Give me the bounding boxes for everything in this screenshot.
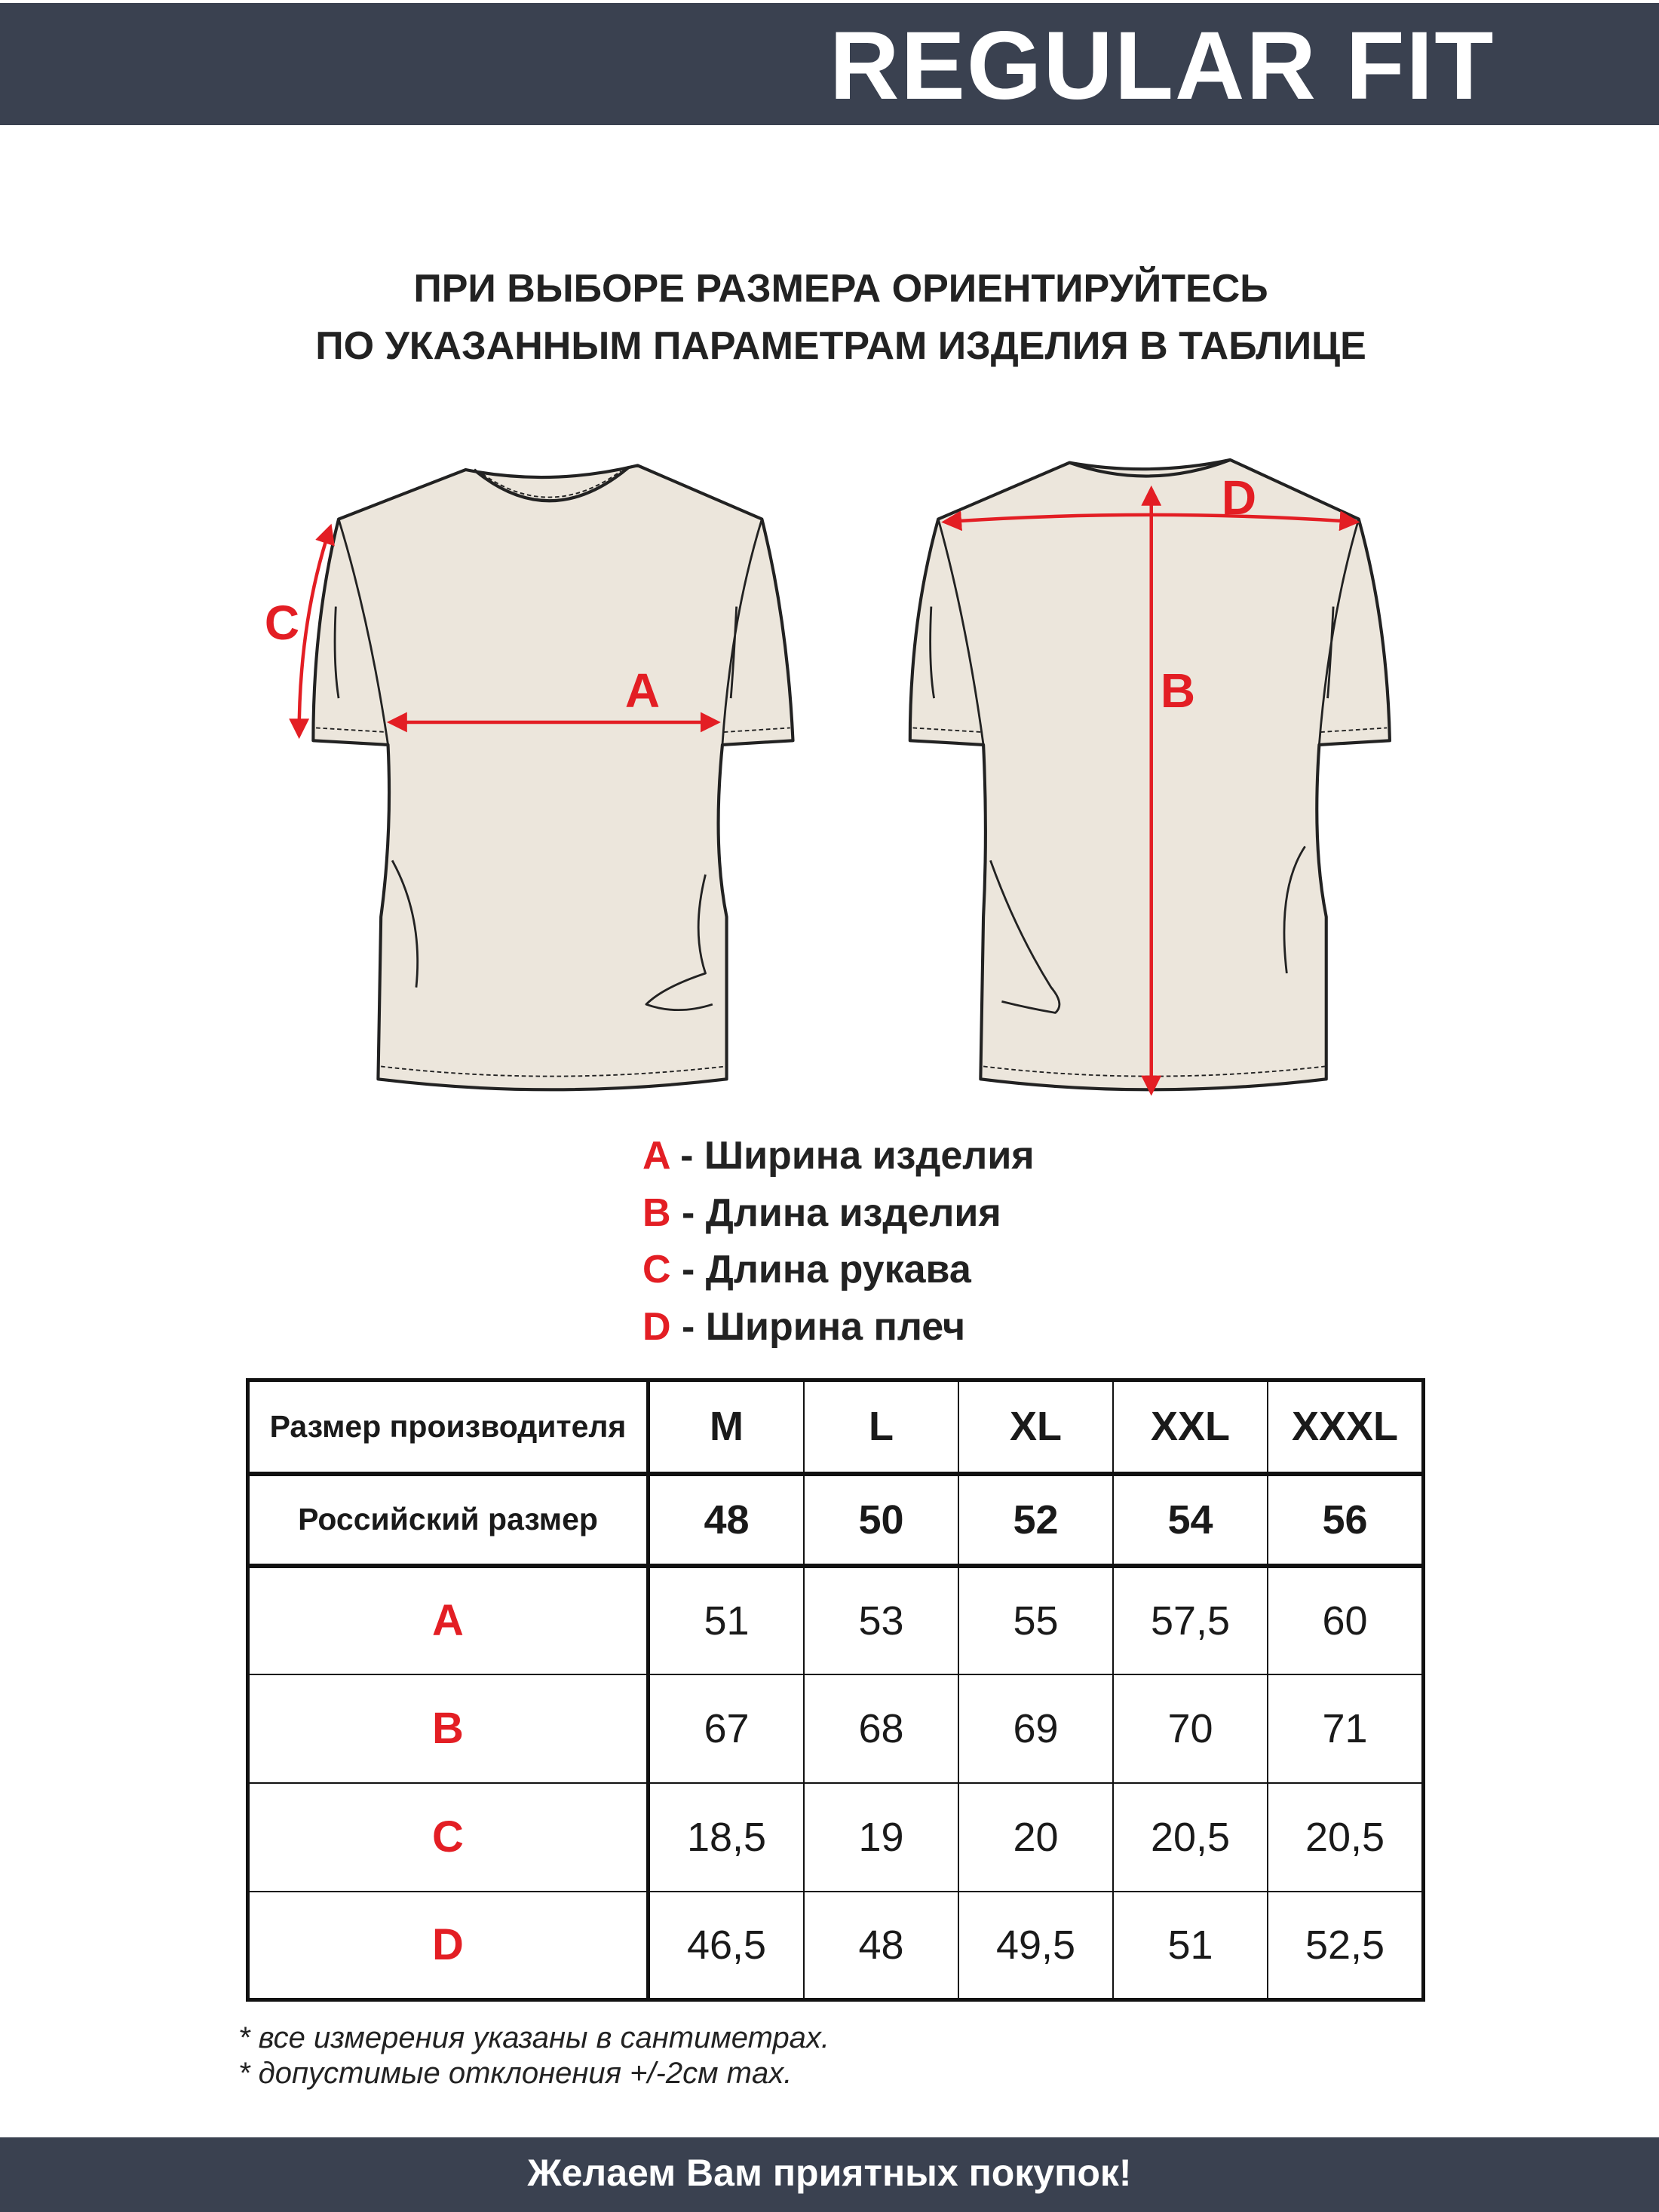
value-cell: 51 bbox=[647, 1564, 805, 1675]
table-row: Размер производителя M L XL XXL XXXL bbox=[247, 1379, 1424, 1476]
value-cell: 52,5 bbox=[1267, 1890, 1424, 2001]
front-shirt bbox=[311, 464, 795, 1092]
fit-title: REGULAR FIT bbox=[830, 12, 1495, 120]
value-cell: 70 bbox=[1112, 1673, 1268, 1784]
size-cell: XXL bbox=[1112, 1379, 1268, 1476]
value-cell: 60 bbox=[1267, 1564, 1424, 1675]
size-table: Размер производителя M L XL XXL XXXL Рос… bbox=[246, 1378, 1425, 2002]
value-cell: 20,5 bbox=[1112, 1782, 1268, 1892]
size-cell: XL bbox=[958, 1379, 1114, 1476]
label-a: A bbox=[625, 663, 660, 718]
value-cell: 55 bbox=[958, 1564, 1114, 1675]
size-cell: L bbox=[803, 1379, 959, 1476]
table-row: D 46,5 48 49,5 51 52,5 bbox=[247, 1890, 1424, 2001]
table-row: C 18,5 19 20 20,5 20,5 bbox=[247, 1782, 1424, 1892]
heading-line-2: ПО УКАЗАННЫМ ПАРАМЕТРАМ ИЗДЕЛИЯ В ТАБЛИЦ… bbox=[315, 324, 1366, 368]
label-b: B bbox=[1161, 663, 1195, 718]
value-cell: 57,5 bbox=[1112, 1564, 1268, 1675]
row-key: D bbox=[247, 1890, 650, 2001]
size-cell: M bbox=[647, 1379, 805, 1476]
measure-d-arrow bbox=[941, 510, 1360, 532]
table-row: B 67 68 69 70 71 bbox=[247, 1673, 1424, 1784]
footer-message: Желаем Вам приятных покупок! bbox=[527, 2152, 1132, 2194]
measure-c-arrow bbox=[289, 523, 335, 740]
value-cell: 46,5 bbox=[647, 1890, 805, 2001]
row-key: A bbox=[247, 1564, 650, 1675]
value-cell: 71 bbox=[1267, 1673, 1424, 1784]
table-row: A 51 53 55 57,5 60 bbox=[247, 1564, 1424, 1675]
value-cell: 49,5 bbox=[958, 1890, 1114, 2001]
tshirt-diagram: A B C D bbox=[265, 458, 1391, 1096]
size-cell: XXXL bbox=[1267, 1379, 1424, 1476]
value-cell: 53 bbox=[803, 1564, 959, 1675]
value-cell: 69 bbox=[958, 1673, 1114, 1784]
measurement-legend: A - Ширина изделия B - Длина изделия C -… bbox=[642, 1128, 1035, 1356]
row-key: C bbox=[247, 1782, 650, 1892]
heading-line-1: ПРИ ВЫБОРЕ РАЗМЕРА ОРИЕНТИРУЙТЕСЬ bbox=[413, 267, 1268, 311]
table-row: Российский размер 48 50 52 54 56 bbox=[247, 1472, 1424, 1568]
row-key: B bbox=[247, 1673, 650, 1784]
footer-bar bbox=[0, 2137, 1659, 2212]
footnote: * все измерения указаны в сантиметрах. bbox=[238, 2021, 830, 2054]
footnote: * допустимые отклонения +/-2см max. bbox=[238, 2057, 793, 2090]
label-c: C bbox=[265, 596, 299, 650]
header-label: Размер производителя bbox=[247, 1379, 650, 1476]
instruction-heading: ПРИ ВЫБОРЕ РАЗМЕРА ОРИЕНТИРУЙТЕСЬ ПО УКА… bbox=[0, 260, 1659, 375]
footnotes: * все измерения указаны в сантиметрах. *… bbox=[238, 2021, 830, 2091]
legend-item: D - Ширина плеч bbox=[642, 1304, 966, 1349]
value-cell: 68 bbox=[803, 1673, 959, 1784]
legend-item: A - Ширина изделия bbox=[642, 1134, 1035, 1178]
value-cell: 51 bbox=[1112, 1890, 1268, 2001]
ru-size-cell: 48 bbox=[647, 1472, 805, 1568]
value-cell: 20 bbox=[958, 1782, 1114, 1892]
value-cell: 67 bbox=[647, 1673, 805, 1784]
ru-size-cell: 56 bbox=[1267, 1472, 1424, 1568]
label-d: D bbox=[1222, 470, 1256, 525]
value-cell: 18,5 bbox=[647, 1782, 805, 1892]
ru-label: Российский размер bbox=[247, 1472, 650, 1568]
value-cell: 19 bbox=[803, 1782, 959, 1892]
ru-size-cell: 54 bbox=[1112, 1472, 1268, 1568]
legend-item: C - Длина рукава bbox=[642, 1248, 971, 1291]
value-cell: 20,5 bbox=[1267, 1782, 1424, 1892]
legend-item: B - Длина изделия bbox=[642, 1190, 1001, 1235]
ru-size-cell: 52 bbox=[958, 1472, 1114, 1568]
ru-size-cell: 50 bbox=[803, 1472, 959, 1568]
header-bar bbox=[0, 3, 1659, 125]
value-cell: 48 bbox=[803, 1890, 959, 2001]
